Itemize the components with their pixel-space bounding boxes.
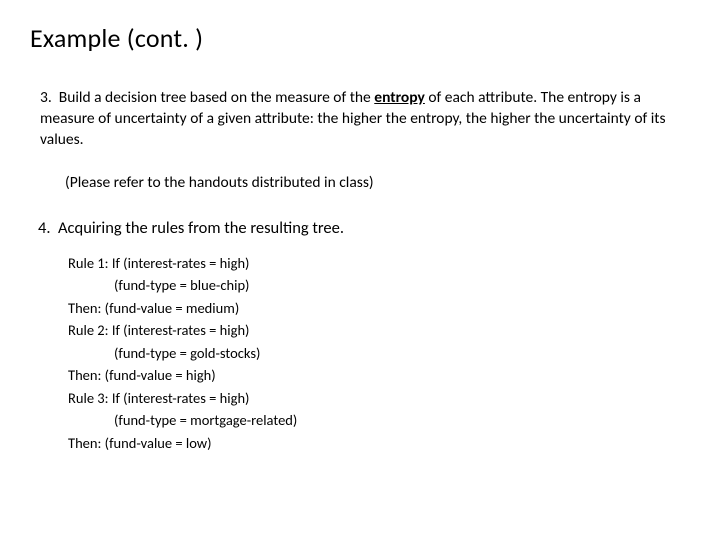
rule-2-head: Rule 2: If (interest-rates = high) <box>68 319 690 341</box>
point-4: 4. Acquiring the rules from the resultin… <box>38 218 690 238</box>
point-3-number: 3. <box>40 88 52 107</box>
rule-2-then: Then: (fund-value = high) <box>68 364 690 386</box>
rule-3-head: Rule 3: If (interest-rates = high) <box>68 387 690 409</box>
rule-3-then: Then: (fund-value = low) <box>68 432 690 454</box>
slide-container: { "title": "Example (cont. )", "point3":… <box>0 0 720 540</box>
point-4-number: 4. <box>38 218 51 238</box>
slide-title: Example (cont. ) <box>30 22 690 54</box>
rule-2-cond: (fund-type = gold-stocks) <box>114 342 690 364</box>
rule-1-then: Then: (fund-value = medium) <box>68 297 690 319</box>
entropy-bold: entropy <box>374 88 425 107</box>
point-3: 3. Build a decision tree based on the me… <box>40 88 690 151</box>
rule-1-cond: (fund-type = blue-chip) <box>114 274 690 296</box>
point-3-pre: Build a decision tree based on the measu… <box>59 88 374 107</box>
rule-1-head: Rule 1: If (interest-rates = high) <box>68 252 690 274</box>
rule-3-cond: (fund-type = mortgage-related) <box>114 409 690 431</box>
rules-block: Rule 1: If (interest-rates = high) (fund… <box>68 252 690 454</box>
entropy-underline: entropy <box>374 88 425 107</box>
point-4-text: Acquiring the rules from the resulting t… <box>58 218 344 238</box>
refer-note: (Please refer to the handouts distribute… <box>65 173 690 192</box>
